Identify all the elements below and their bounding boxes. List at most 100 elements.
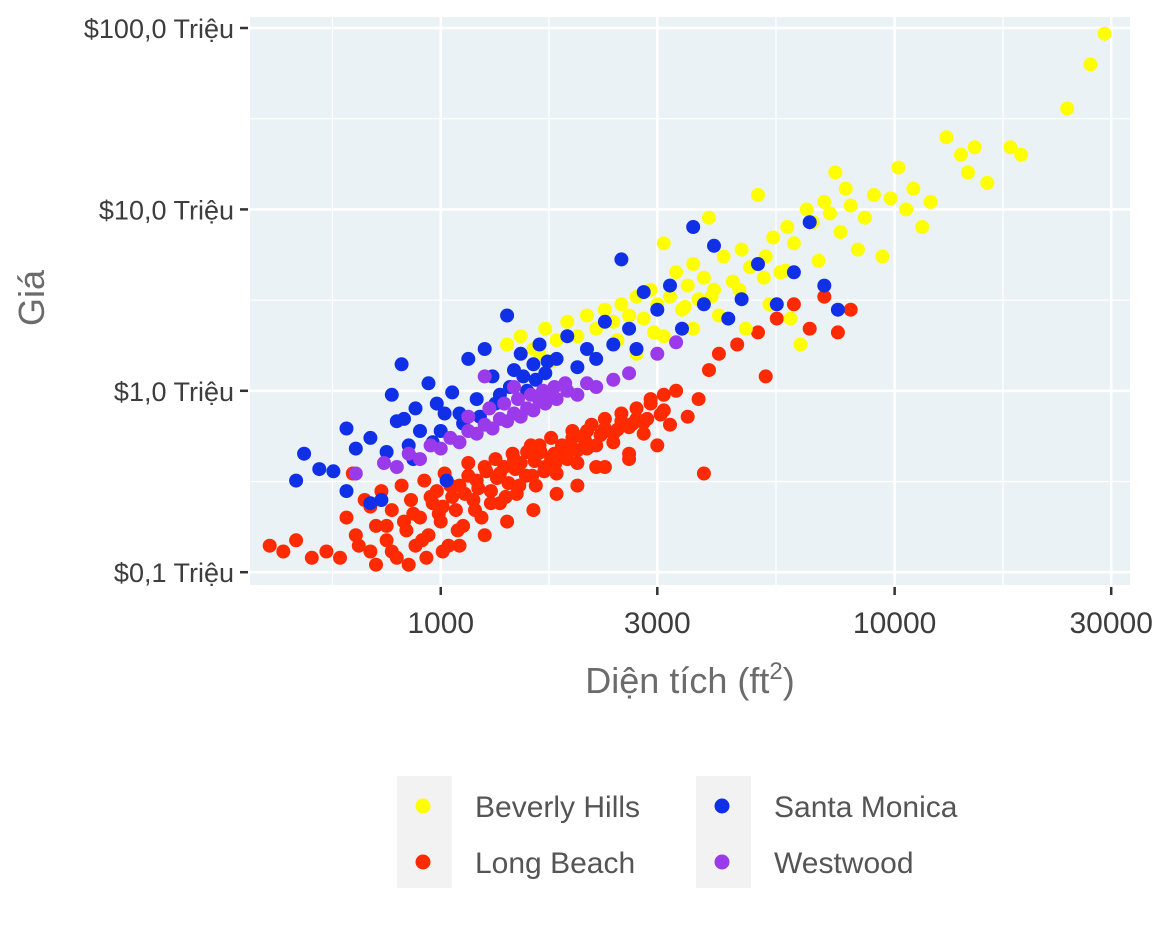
- data-point: [711, 346, 726, 361]
- data-point: [589, 380, 604, 394]
- data-point: [580, 308, 594, 323]
- data-point: [394, 357, 409, 372]
- data-point: [348, 441, 363, 456]
- data-point: [549, 466, 564, 481]
- data-point: [513, 329, 528, 344]
- data-point: [891, 160, 906, 175]
- data-point: [363, 496, 378, 511]
- legend-label: Beverly Hills: [475, 791, 640, 824]
- series-santa-monica: [289, 215, 845, 511]
- data-point: [437, 406, 452, 421]
- grid-lines: [250, 17, 1130, 585]
- data-point: [923, 194, 938, 209]
- data-point: [650, 438, 665, 453]
- x-axis: 1000 3000 10000 30000: [407, 587, 1152, 640]
- data-point: [691, 392, 706, 407]
- data-point: [636, 285, 651, 300]
- data-point: [339, 421, 354, 436]
- series-westwood: [348, 335, 684, 481]
- x-axis-title: Diện tích (ft2): [585, 658, 794, 701]
- data-point: [606, 337, 621, 352]
- data-point: [445, 385, 460, 400]
- data-point: [445, 489, 460, 504]
- data-point: [483, 496, 498, 511]
- data-point: [716, 249, 731, 264]
- data-point: [326, 464, 341, 479]
- data-point: [702, 363, 716, 378]
- data-point: [379, 445, 394, 459]
- x-tick-label: 1000: [407, 607, 474, 640]
- data-point: [549, 392, 564, 407]
- y-tick-label: $100,0 Triệu: [84, 14, 234, 44]
- legend-label: Long Beach: [475, 847, 635, 880]
- data-point: [680, 409, 695, 424]
- data-point: [758, 369, 773, 384]
- data-point: [384, 387, 399, 402]
- data-point: [597, 314, 612, 329]
- y-tick-label: $0,1 Triệu: [114, 558, 234, 588]
- data-point: [614, 297, 629, 312]
- x-tick-label: 30000: [1069, 607, 1152, 640]
- data-point: [597, 302, 612, 317]
- data-point: [656, 387, 671, 402]
- data-point: [512, 478, 527, 493]
- data-point: [374, 493, 389, 507]
- data-point: [786, 297, 801, 312]
- data-point: [262, 538, 277, 553]
- x-tick-label: 10000: [853, 607, 936, 640]
- data-point: [369, 557, 383, 572]
- data-point: [906, 181, 921, 196]
- data-point: [431, 506, 446, 521]
- data-point: [406, 506, 421, 521]
- data-point: [570, 360, 585, 375]
- data-point: [817, 194, 832, 209]
- data-point: [786, 265, 801, 280]
- data-point: [549, 486, 564, 501]
- data-point: [415, 533, 430, 548]
- data-point: [397, 411, 411, 426]
- data-point: [289, 533, 304, 548]
- data-point: [1083, 57, 1098, 72]
- data-point: [421, 376, 436, 391]
- data-point: [477, 460, 492, 474]
- data-point: [614, 252, 629, 267]
- data-point: [629, 342, 644, 356]
- data-point: [680, 278, 695, 293]
- data-point: [435, 544, 450, 559]
- data-point: [348, 466, 363, 481]
- data-point: [721, 311, 736, 326]
- data-point: [413, 424, 427, 438]
- legend-key-bg: [696, 776, 751, 888]
- legend-key: [415, 854, 431, 870]
- data-point: [538, 321, 553, 336]
- data-point: [461, 409, 476, 424]
- data-point: [738, 321, 753, 336]
- data-point: [289, 473, 304, 488]
- data-point: [394, 478, 409, 493]
- data-point: [423, 489, 438, 504]
- data-point: [980, 175, 995, 190]
- data-point: [304, 550, 319, 565]
- legend-label: Westwood: [774, 847, 914, 880]
- data-point: [686, 257, 701, 271]
- data-point: [833, 225, 848, 240]
- data-point: [580, 342, 594, 356]
- data-point: [751, 188, 765, 202]
- data-point: [397, 514, 411, 529]
- data-point: [1060, 101, 1075, 116]
- data-point: [419, 550, 434, 565]
- data-point: [707, 238, 721, 253]
- y-tick-label: $1,0 Triệu: [114, 377, 234, 407]
- data-point: [339, 510, 354, 525]
- data-point: [647, 325, 661, 340]
- data-point: [766, 230, 781, 245]
- data-point: [817, 278, 832, 293]
- data-point: [669, 335, 684, 350]
- data-point: [734, 242, 749, 257]
- data-point: [643, 392, 658, 407]
- data-point: [452, 538, 467, 553]
- data-point: [636, 415, 651, 430]
- data-points: [262, 26, 1112, 572]
- data-point: [850, 242, 865, 257]
- data-point: [549, 333, 564, 348]
